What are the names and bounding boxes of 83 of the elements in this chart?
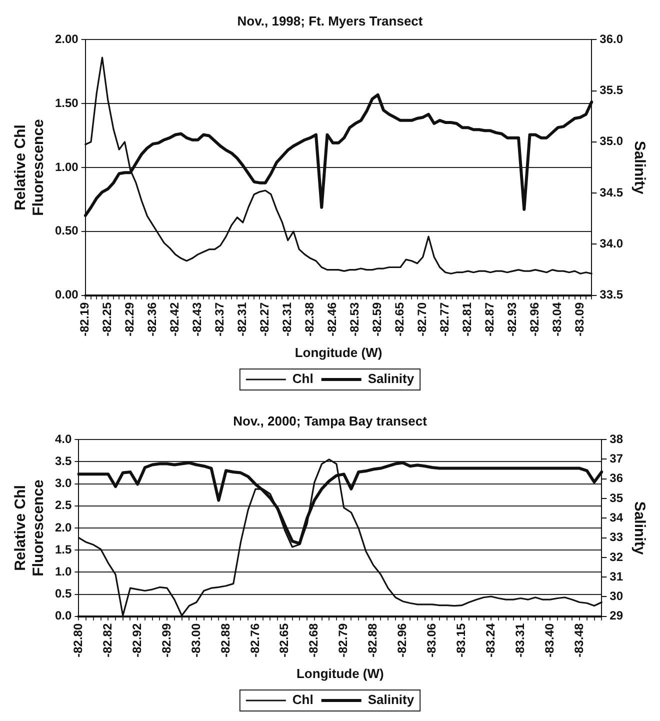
y2-tick-label: 37	[610, 452, 624, 466]
y2-tick-label: 33	[610, 530, 624, 544]
y2-tick-label: 34	[610, 510, 624, 524]
x-tick-label: -82.77	[438, 302, 452, 336]
x-tick-label: -82.38	[302, 302, 317, 336]
y-tick-label: 3.0	[54, 476, 72, 490]
y2-axis-title: Salinity	[630, 501, 648, 556]
x-tick-label: -82.81	[460, 302, 474, 336]
y-tick-label: 0.00	[54, 288, 79, 302]
x-tick-label: -82.43	[190, 302, 204, 336]
y2-tick-label: 35	[610, 490, 624, 505]
legend-label: Chl	[292, 371, 314, 386]
x-axis-title: Longitude (W)	[294, 344, 382, 360]
y2-tick-label: 29	[610, 608, 624, 623]
y2-axis-title: Salinity	[630, 140, 648, 195]
x-tick-label: -82.46	[325, 302, 340, 336]
y-tick-label: 0.0	[54, 608, 72, 623]
y-tick-label: 0.50	[54, 224, 79, 238]
x-tick-label: -83.04	[550, 302, 564, 336]
y2-tick-label: 31	[610, 569, 624, 584]
x-tick-label: -82.92	[130, 623, 144, 658]
x-tick-label: -82.31	[280, 302, 294, 336]
x-tick-label: -83.24	[483, 623, 498, 658]
y-axis-title: Relative Chl Fluorescence	[12, 480, 48, 576]
x-tick-label: -83.06	[424, 623, 439, 658]
x-tick-label: -82.29	[122, 302, 137, 336]
y2-tick-label: 36	[610, 471, 624, 486]
x-tick-label: -82.82	[100, 623, 114, 658]
x-tick-label: -82.31	[235, 302, 250, 336]
y2-tick-label: 34.0	[600, 236, 624, 251]
x-tick-label: -82.25	[100, 302, 114, 336]
x-tick-label: -82.88	[218, 623, 232, 658]
legend-label: Salinity	[368, 692, 415, 708]
x-tick-label: -83.48	[572, 623, 586, 658]
x-tick-label: -82.87	[482, 302, 497, 336]
x-tick-label: -82.37	[212, 302, 227, 336]
legend-label: Chl	[292, 692, 314, 708]
x-tick-label: -82.76	[248, 623, 262, 658]
x-tick-label: -82.70	[415, 302, 430, 336]
x-tick-label: -82.42	[168, 302, 182, 336]
x-tick-label: -82.65	[277, 623, 292, 658]
y-tick-label: 2.00	[54, 32, 79, 46]
y-tick-label: 1.50	[54, 96, 79, 110]
legend-label: Salinity	[368, 371, 415, 386]
y2-tick-label: 35.5	[600, 83, 624, 98]
y2-tick-label: 32	[610, 550, 624, 564]
y2-tick-label: 38	[610, 432, 624, 446]
x-tick-label: -82.53	[348, 302, 362, 336]
x-tick-label: -82.80	[70, 623, 85, 658]
y-tick-label: 4.0	[54, 432, 72, 446]
y-tick-label: 3.5	[54, 454, 72, 468]
x-tick-label: -83.09	[572, 302, 587, 336]
x-tick-label: -82.96	[528, 302, 542, 336]
y2-tick-label: 30	[610, 589, 624, 604]
x-tick-label: -83.40	[542, 623, 556, 658]
x-tick-label: -82.96	[395, 623, 410, 658]
x-tick-label: -82.99	[159, 623, 174, 658]
x-tick-label: -82.65	[392, 302, 407, 336]
x-tick-label: -82.19	[78, 302, 92, 336]
y2-tick-label: 36.0	[600, 32, 624, 46]
y-tick-label: 2.5	[54, 498, 72, 512]
y-tick-label: 0.5	[54, 586, 72, 601]
x-tick-label: -82.59	[370, 302, 384, 336]
y2-tick-label: 34.5	[600, 185, 624, 200]
x-tick-label: -82.27	[258, 302, 272, 336]
x-tick-label: -82.36	[145, 302, 160, 336]
x-tick-label: -82.79	[336, 623, 350, 658]
y2-tick-label: 33.5	[600, 288, 624, 302]
x-tick-label: -83.31	[512, 623, 527, 658]
chart-title: Nov., 1998; Ft. Myers Transect	[237, 13, 424, 28]
y-tick-label: 1.00	[54, 160, 79, 174]
x-tick-label: -82.88	[366, 623, 380, 658]
x-tick-label: -82.93	[505, 302, 520, 336]
y-tick-label: 1.0	[54, 564, 72, 578]
x-axis-title: Longitude (W)	[296, 666, 384, 681]
y2-tick-label: 35.0	[600, 134, 624, 148]
y-tick-label: 2.0	[54, 520, 72, 534]
chart-title: Nov., 2000; Tampa Bay transect	[233, 413, 428, 428]
y-tick-label: 1.5	[54, 542, 72, 556]
x-tick-label: -83.15	[454, 623, 468, 658]
x-tick-label: -82.68	[306, 623, 321, 658]
y-axis-title: Relative Chl Fluorescence	[12, 119, 48, 216]
x-tick-label: -83.00	[188, 623, 203, 658]
